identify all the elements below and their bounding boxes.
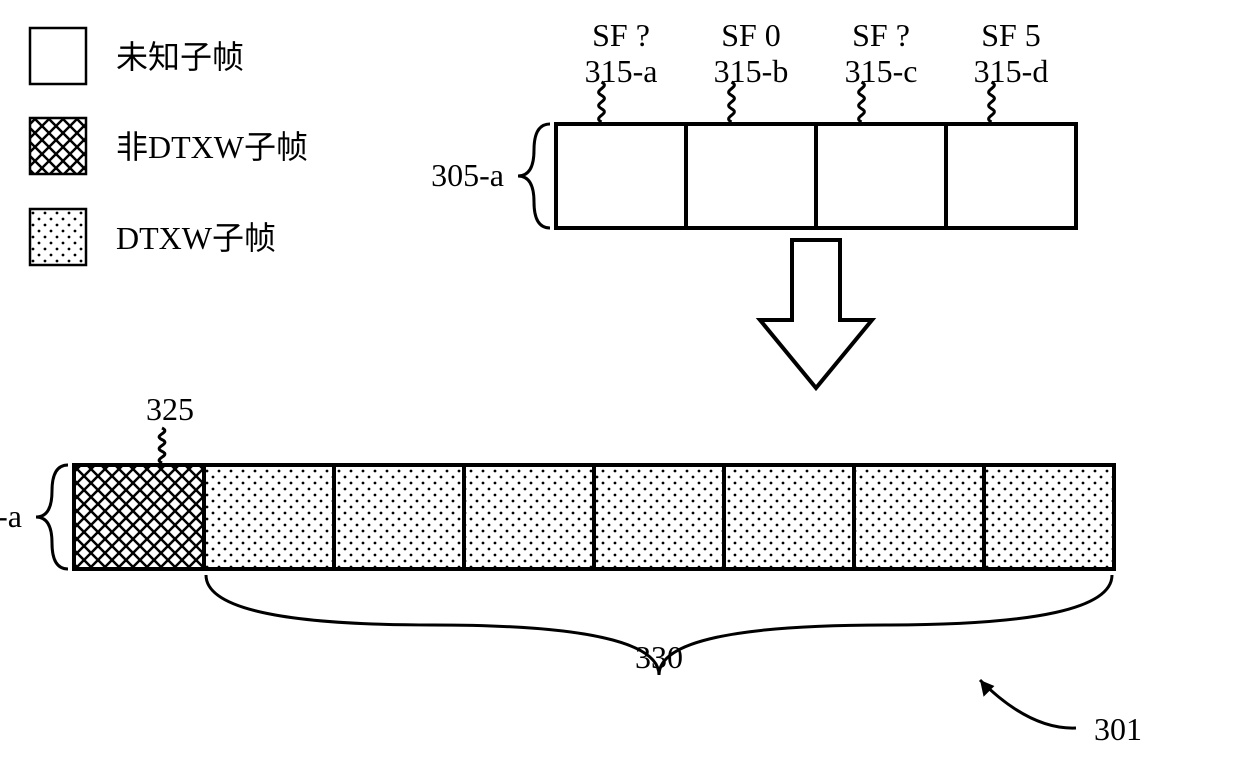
bottom-subframe-cell: [854, 465, 984, 569]
top-row-brace-label: 305-a: [431, 157, 504, 193]
top-subframe-cell: [946, 124, 1076, 228]
legend-swatch: [30, 118, 86, 174]
bottom-subframe-cell: [724, 465, 854, 569]
legend-swatch: [30, 28, 86, 84]
subframe-header-line1: SF ?: [852, 17, 910, 53]
bottom-subframe-cell: [594, 465, 724, 569]
subframe-header-line2: 315-b: [714, 53, 789, 89]
subframe-header-line2: 315-d: [974, 53, 1049, 89]
subframe-header-line1: SF 5: [981, 17, 1041, 53]
bottom-subframe-cell: [74, 465, 204, 569]
legend-label: 未知子帧: [116, 39, 244, 75]
figure-ref-leader: [980, 680, 1076, 728]
top-subframe-cell: [556, 124, 686, 228]
legend-label: 非DTXW子帧: [116, 129, 308, 165]
top-subframe-cell: [816, 124, 946, 228]
subframe-header-line2: 315-c: [845, 53, 918, 89]
bottom-subframe-cell: [464, 465, 594, 569]
label-330: 330: [635, 639, 683, 675]
bottom-subframe-cell: [334, 465, 464, 569]
legend-item: DTXW子帧: [30, 209, 276, 265]
down-arrow-icon: [760, 240, 872, 388]
subframe-header-line2: 315-a: [585, 53, 658, 89]
subframe-header-line1: SF ?: [592, 17, 650, 53]
bottom-subframe-cell: [984, 465, 1114, 569]
label-325: 325: [146, 391, 194, 427]
bottom-row-brace-label: 310-a: [0, 498, 22, 534]
figure-ref-label: 301: [1094, 711, 1142, 747]
subframe-header-line1: SF 0: [721, 17, 781, 53]
figure-ref-arrowhead: [980, 680, 994, 697]
bottom-subframe-cell: [204, 465, 334, 569]
top-subframe-cell: [686, 124, 816, 228]
legend-swatch: [30, 209, 86, 265]
legend-item: 非DTXW子帧: [30, 118, 308, 174]
legend-item: 未知子帧: [30, 28, 244, 84]
legend-label: DTXW子帧: [116, 220, 276, 256]
